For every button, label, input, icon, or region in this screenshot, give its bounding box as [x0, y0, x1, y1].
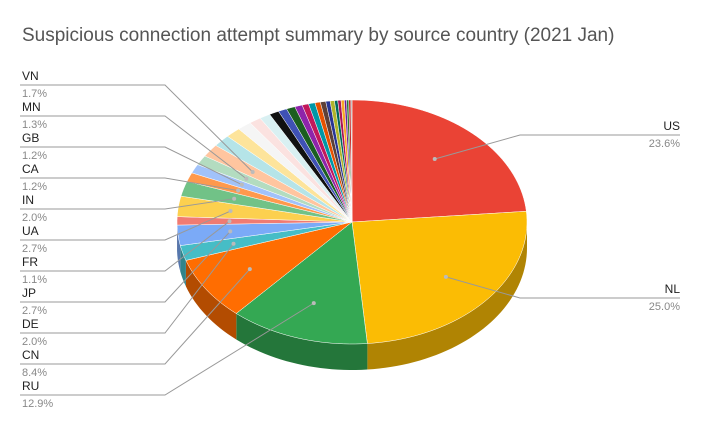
chart-title: Suspicious connection attempt summary by…	[22, 25, 614, 46]
slice-value-label: 2.7%	[22, 305, 47, 317]
slice	[185, 221, 353, 314]
slice	[351, 99, 527, 223]
slice-side	[236, 313, 368, 370]
leader-line	[434, 134, 680, 160]
slice-label: FR	[22, 255, 38, 269]
leader-line	[20, 146, 243, 186]
leader-dot	[432, 157, 437, 162]
leader-dot	[239, 182, 244, 187]
slice-label: GB	[22, 131, 39, 145]
slice-value-label: 2.0%	[22, 336, 47, 348]
leader-dot	[231, 241, 236, 246]
slice	[351, 211, 528, 344]
slice-value-label: 25.0%	[649, 301, 680, 313]
slice-side	[185, 260, 237, 340]
slice-value-label: 1.1%	[22, 274, 47, 286]
leader-dot	[228, 209, 233, 214]
leader-dot	[250, 170, 255, 175]
slice-label: RU	[22, 379, 39, 393]
slice-value-label: 1.2%	[22, 181, 47, 193]
slice-value-label: 2.7%	[22, 243, 47, 255]
slice-label: DE	[22, 317, 39, 331]
leader-line	[20, 84, 254, 173]
leader-dot	[227, 219, 232, 224]
leader-line	[20, 177, 239, 192]
slice-label: JP	[22, 286, 36, 300]
leader-line	[445, 276, 680, 299]
slice-value-label: 1.3%	[22, 119, 47, 131]
slice-label: CN	[22, 348, 39, 362]
leader-line	[20, 210, 231, 241]
leader-dot	[232, 196, 237, 201]
slice-label: MN	[22, 100, 41, 114]
leader-dot	[443, 274, 448, 279]
slice	[235, 221, 368, 345]
leader-line	[20, 302, 315, 396]
slice-value-label: 23.6%	[649, 138, 680, 150]
leader-dot	[236, 188, 241, 193]
leader-line	[20, 220, 230, 272]
leader-dot	[228, 229, 233, 234]
slice-label: IN	[22, 193, 34, 207]
slice-value-label: 1.7%	[22, 88, 47, 100]
slice	[350, 99, 353, 223]
leader-line	[20, 268, 251, 365]
slice-label: VN	[22, 69, 39, 83]
slice-label: NL	[665, 282, 681, 296]
leader-dot	[247, 267, 252, 272]
leader-dot	[311, 301, 316, 306]
slice-side	[180, 245, 186, 287]
leader-line	[20, 231, 231, 303]
slice-label: US	[663, 119, 680, 133]
leader-line	[20, 198, 235, 210]
slice-value-label: 12.9%	[22, 398, 53, 410]
slice-value-label: 1.2%	[22, 150, 47, 162]
slice-value-label: 2.0%	[22, 212, 47, 224]
slice-label: UA	[22, 224, 39, 238]
slice-side	[367, 222, 527, 370]
leader-line	[20, 115, 247, 180]
leader-dot	[244, 176, 249, 181]
slice-value-label: 8.4%	[22, 367, 47, 379]
leader-line	[20, 243, 234, 334]
slice-label: CA	[22, 162, 39, 176]
